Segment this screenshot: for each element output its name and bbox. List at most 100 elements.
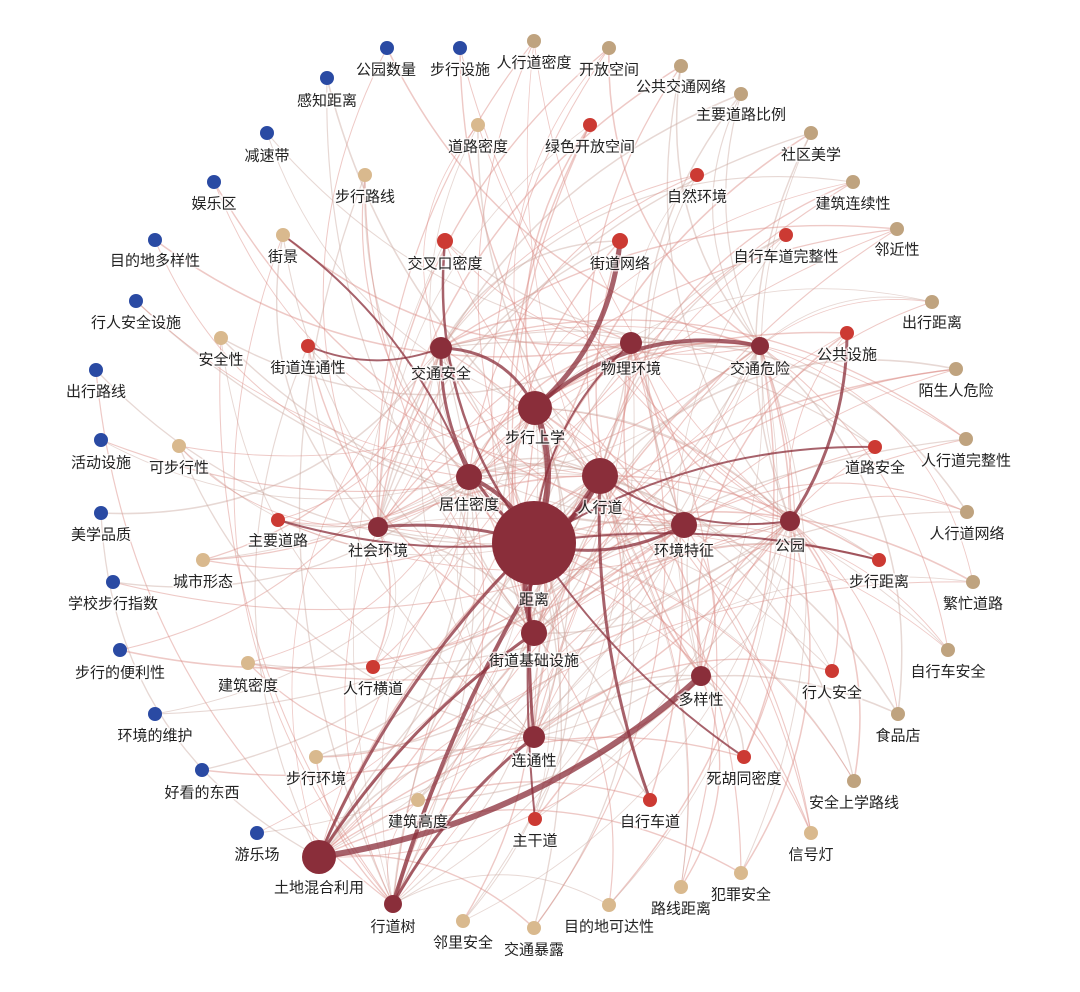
edge xyxy=(440,176,854,349)
edge xyxy=(344,526,394,905)
node-label: 路线距离 xyxy=(651,900,711,918)
node xyxy=(320,71,334,85)
edge xyxy=(100,439,470,500)
edge xyxy=(533,511,968,738)
node-label: 交通危险 xyxy=(730,360,790,378)
node xyxy=(582,458,618,494)
node-label: 目的地可达性 xyxy=(564,918,654,936)
edge xyxy=(392,342,632,905)
edge xyxy=(683,301,933,526)
node xyxy=(804,126,818,140)
edge xyxy=(417,407,539,801)
node xyxy=(959,432,973,446)
edge-strong xyxy=(318,673,704,860)
node-label: 出行路线 xyxy=(66,383,126,401)
node xyxy=(925,295,939,309)
edge xyxy=(377,47,610,528)
node-label: 交叉口密度 xyxy=(407,255,482,273)
edge xyxy=(533,40,791,522)
edge xyxy=(307,345,535,738)
node xyxy=(583,118,597,132)
edge xyxy=(154,407,536,715)
node xyxy=(891,707,905,721)
edge xyxy=(178,445,379,528)
node xyxy=(620,332,642,354)
edge xyxy=(386,47,761,347)
node xyxy=(106,575,120,589)
edge-strong xyxy=(317,631,535,858)
edge xyxy=(599,181,854,477)
edge xyxy=(696,332,848,677)
node-label: 食品店 xyxy=(875,727,920,745)
node xyxy=(840,326,854,340)
edge xyxy=(533,524,685,634)
edge xyxy=(119,524,685,669)
edge xyxy=(178,445,535,556)
edge xyxy=(644,93,742,526)
node-label: 距离 xyxy=(519,591,549,609)
node xyxy=(527,34,541,48)
edge xyxy=(376,40,535,528)
edge xyxy=(630,342,791,522)
edge xyxy=(599,475,833,672)
node-label: 建筑密度 xyxy=(218,677,278,695)
edge xyxy=(524,124,591,409)
edge xyxy=(282,234,632,347)
node xyxy=(368,517,388,537)
node xyxy=(734,87,748,101)
edge xyxy=(462,542,561,922)
node xyxy=(129,294,143,308)
edge xyxy=(712,93,761,347)
node xyxy=(301,339,315,353)
node xyxy=(521,620,547,646)
edge xyxy=(533,674,899,738)
edge xyxy=(291,347,442,858)
edge xyxy=(135,300,601,477)
node-label: 人行道密度 xyxy=(496,54,571,72)
node xyxy=(527,921,541,935)
edge xyxy=(247,476,470,664)
node xyxy=(528,812,542,826)
edge xyxy=(154,239,470,478)
node xyxy=(195,763,209,777)
node-label: 建筑连续性 xyxy=(815,195,890,213)
edge xyxy=(440,319,967,440)
node xyxy=(691,666,711,686)
edge xyxy=(372,526,397,668)
edge xyxy=(683,524,949,651)
node xyxy=(847,774,861,788)
node xyxy=(430,337,452,359)
node-label: 美学品质 xyxy=(71,526,131,544)
node-label: 死胡同密度 xyxy=(706,770,781,788)
node-label: 出行距离 xyxy=(902,314,962,332)
node-label: 公园 xyxy=(775,537,805,555)
node-label: 多样性 xyxy=(678,691,723,709)
edge xyxy=(444,240,761,355)
edge xyxy=(533,542,855,782)
edge xyxy=(755,132,812,522)
edge xyxy=(623,342,702,677)
node-label: 公共设施 xyxy=(817,346,877,364)
node-label: 自然环境 xyxy=(667,188,727,206)
edge xyxy=(743,345,796,758)
edge xyxy=(387,799,419,905)
node-label: 活动设施 xyxy=(71,454,131,472)
node-label: 减速带 xyxy=(244,147,289,165)
edge xyxy=(759,345,949,651)
node-label: 开放空间 xyxy=(579,61,639,79)
nodes xyxy=(89,34,980,935)
edge xyxy=(608,47,761,347)
edge xyxy=(377,474,880,561)
edge xyxy=(534,407,812,834)
node-label: 公园数量 xyxy=(356,61,416,79)
node-label: 安全上学路线 xyxy=(809,794,899,812)
edge xyxy=(392,542,541,905)
node-label: 交通暴露 xyxy=(504,941,564,959)
node xyxy=(518,391,552,425)
node xyxy=(868,440,882,454)
edge xyxy=(700,520,791,677)
node xyxy=(643,793,657,807)
edge xyxy=(377,467,880,561)
edge xyxy=(100,347,442,515)
edge xyxy=(220,337,685,526)
